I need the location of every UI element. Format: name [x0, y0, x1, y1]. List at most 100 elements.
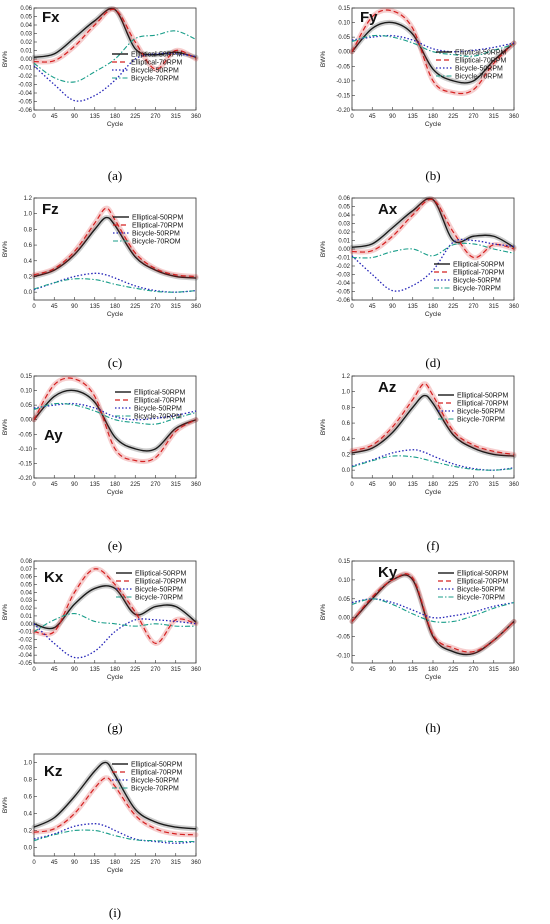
y-tick-label: 0.10 [338, 578, 350, 584]
x-axis-label: Cycle [425, 311, 442, 318]
y-tick-label: 0.15 [338, 6, 350, 12]
x-tick-label: 45 [51, 304, 58, 310]
panel-title: Fy [360, 9, 378, 26]
series-line [351, 598, 515, 623]
y-tick-label: -0.04 [18, 653, 32, 659]
chart-panel-ay: -0.20 -0.15 -0.10 -0.05 0.00 0.05 0.10 0.15 0 45 9… [0, 370, 230, 503]
y-tick-label: -0.10 [336, 653, 350, 659]
y-tick-label: 0.02 [338, 230, 350, 236]
series-line [33, 7, 197, 58]
x-tick-label: 360 [509, 304, 520, 310]
y-tick-label: -0.05 [336, 290, 350, 296]
series-line [33, 613, 197, 633]
y-tick-label: 0.10 [338, 21, 350, 27]
y-tick-label: 1.0 [24, 212, 33, 218]
y-tick-label: 0.07 [20, 567, 32, 573]
series-line [33, 618, 197, 659]
x-tick-label: 360 [509, 667, 520, 673]
series-line [351, 394, 515, 457]
series-line [351, 455, 515, 471]
y-tick-label: 0.6 [342, 421, 351, 427]
chart-svg: -0.06 -0.05 -0.04 -0.03 -0.02 -0.01 0.00 0.01 0.… [2, 6, 202, 128]
panel-title: Kx [44, 569, 64, 586]
y-tick-label: 0.8 [24, 227, 33, 233]
chart-panel-ky: -0.10 -0.05 0.00 0.05 0.10 0.15 0 45 90 135 180 225… [318, 555, 548, 688]
chart-panel-fx: -0.06 -0.05 -0.04 -0.03 -0.02 -0.01 0.00 0.01 0.… [0, 2, 230, 135]
legend-label: Bicycle-70RPM [455, 73, 503, 80]
y-tick-label: 0.05 [20, 15, 32, 21]
x-tick-label: 225 [448, 114, 459, 120]
y-tick-label: 0.00 [20, 57, 32, 63]
legend-label: Bicycle-50RPM [135, 586, 183, 593]
series-line [351, 238, 515, 292]
x-tick-label: 360 [191, 114, 202, 120]
x-tick-label: 180 [110, 304, 121, 310]
y-tick-label: 0.15 [338, 559, 350, 565]
series-line [33, 52, 197, 102]
x-tick-label: 90 [389, 114, 396, 120]
series-line [351, 34, 515, 57]
legend-label: Bicycle-70ROM [132, 238, 181, 245]
legend-label: Bicycle-50RPM [455, 65, 503, 72]
chart-svg: 0.0 0.2 0.4 0.6 0.8 1.0 1.2 0 45 90 135 180 225 270 31… [320, 374, 520, 496]
legend-label: Elliptical-70RPM [457, 578, 509, 585]
x-tick-label: 315 [489, 304, 500, 310]
x-tick-label: 135 [90, 667, 101, 673]
panel-caption: (c) [107, 355, 123, 370]
series-line [351, 383, 515, 456]
y-tick-label: -0.06 [336, 298, 350, 304]
y-tick-label: 0.05 [20, 403, 32, 409]
y-tick-label: -0.05 [18, 661, 32, 667]
legend-label: Bicycle-50RPM [457, 586, 505, 593]
y-tick-label: 0.2 [24, 274, 33, 280]
panel-title: Fx [42, 9, 60, 26]
x-tick-label: 225 [130, 114, 141, 120]
y-tick-label: 0.06 [20, 6, 32, 12]
y-tick-label: -0.02 [336, 264, 350, 270]
x-tick-label: 135 [90, 482, 101, 488]
y-tick-label: -0.05 [336, 635, 350, 641]
panel-caption: (a) [107, 168, 123, 183]
legend-label: Bicycle-70RPM [134, 413, 182, 420]
legend-label: Bicycle-50RPM [134, 405, 182, 412]
x-tick-label: 45 [369, 114, 376, 120]
x-tick-label: 45 [369, 304, 376, 310]
x-tick-label: 135 [90, 304, 101, 310]
panel-title: Ky [378, 564, 398, 581]
x-tick-label: 135 [90, 860, 101, 866]
legend-label: Elliptical-70RPM [131, 59, 183, 66]
panel-caption: (d) [425, 355, 441, 370]
chart-svg: -0.20 -0.15 -0.10 -0.05 0.00 0.05 0.10 0.15 0 45 9… [2, 374, 202, 496]
x-tick-label: 90 [71, 860, 78, 866]
y-tick-label: 0.06 [338, 196, 350, 202]
series-line [33, 829, 197, 843]
y-tick-label: -0.10 [336, 79, 350, 85]
y-tick-label: 0.01 [20, 614, 32, 620]
y-axis-label: BW% [2, 51, 9, 67]
x-axis-label: Cycle [425, 674, 442, 681]
y-tick-label: 0.4 [24, 812, 33, 818]
x-tick-label: 315 [171, 114, 182, 120]
x-tick-label: 270 [150, 114, 161, 120]
legend-label: Elliptical-50RPM [455, 49, 507, 56]
y-tick-label: 0.15 [20, 374, 32, 380]
series-line [33, 389, 197, 452]
legend-label: Elliptical-70RPM [135, 578, 187, 585]
x-tick-label: 270 [150, 667, 161, 673]
legend-label: Elliptical-50RPM [131, 51, 183, 58]
series-line [33, 777, 197, 836]
y-axis-label: BW% [2, 604, 9, 620]
x-tick-label: 0 [350, 667, 354, 673]
legend-label: Bicycle-50RPM [131, 67, 179, 74]
legend-label: Elliptical-70RPM [134, 397, 186, 404]
legend-label: Bicycle-50RPM [131, 777, 179, 784]
y-tick-label: 0.08 [20, 559, 32, 565]
x-tick-label: 180 [428, 667, 439, 673]
x-tick-label: 180 [110, 114, 121, 120]
x-tick-label: 90 [71, 667, 78, 673]
y-tick-label: 0.05 [20, 583, 32, 589]
y-tick-label: -0.20 [18, 476, 32, 482]
x-tick-label: 0 [32, 860, 36, 866]
chart-svg: 0.0 0.2 0.4 0.6 0.8 1.0 0 45 90 135 180 225 270 315 36… [2, 753, 202, 874]
